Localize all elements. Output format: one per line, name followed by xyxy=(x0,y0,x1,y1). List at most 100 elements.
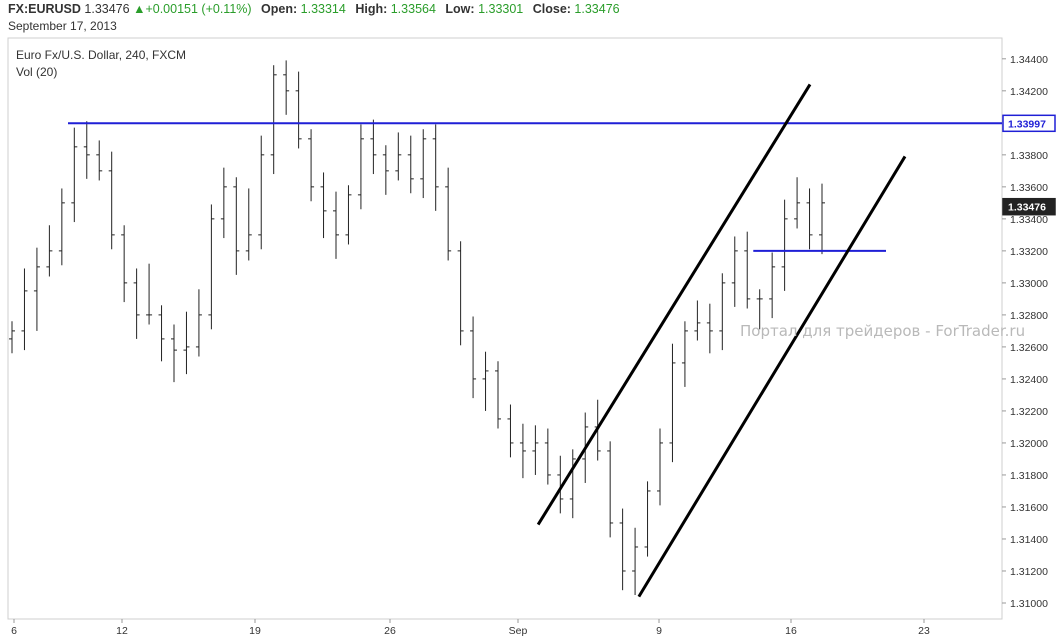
plot-frame xyxy=(7,37,1003,620)
high-value: 1.33564 xyxy=(390,2,436,16)
level-price-tag: 1.33997 xyxy=(1002,114,1056,133)
ohlc-bar xyxy=(133,268,140,339)
high-label: High: xyxy=(355,2,388,16)
ohlc-bar xyxy=(694,300,701,341)
price-tag-label: 1.33476 xyxy=(1008,202,1046,214)
open-value: 1.33314 xyxy=(300,2,346,16)
y-tick-label: 1.32800 xyxy=(1010,310,1048,322)
volume-indicator-label: Vol (20) xyxy=(16,65,57,79)
ohlc-bar xyxy=(283,60,290,115)
symbol-header: FX:EURUSD 1.33476 ▲+0.00151 (+0.11%) Ope… xyxy=(8,2,620,16)
ohlc-bar xyxy=(507,404,514,458)
x-tick-label: 12 xyxy=(116,625,128,637)
y-tick-label: 1.31600 xyxy=(1010,502,1048,514)
price-change: +0.00151 (+0.11%) xyxy=(145,2,252,16)
ohlc-bar xyxy=(208,204,215,330)
y-tick-label: 1.32400 xyxy=(1010,374,1048,386)
ohlc-bar xyxy=(731,236,738,307)
ohlc-bar xyxy=(457,241,464,346)
ohlc-bar xyxy=(445,167,452,261)
last-price-tag: 1.33476 xyxy=(1002,197,1056,216)
ohlc-bar xyxy=(121,225,128,303)
drawing-overlays[interactable] xyxy=(68,83,1002,598)
ohlc-bar xyxy=(245,188,252,261)
y-tick-label: 1.31400 xyxy=(1010,534,1048,546)
ohlc-bar xyxy=(706,303,713,354)
close-label: Close: xyxy=(532,2,571,16)
ohlc-bar xyxy=(270,65,277,175)
ohlc-bar xyxy=(158,305,165,362)
y-tick-label: 1.33200 xyxy=(1010,246,1048,258)
ohlc-bar xyxy=(395,132,402,181)
ohlc-bar xyxy=(756,289,763,330)
low-label: Low: xyxy=(445,2,475,16)
x-tick-label: 16 xyxy=(785,625,797,637)
ohlc-bar xyxy=(345,185,352,245)
ohlc-bar xyxy=(21,268,28,351)
ohlc-bar xyxy=(569,449,576,519)
price-tag-label: 1.33997 xyxy=(1008,118,1046,130)
x-tick-label: 6 xyxy=(11,625,17,637)
ohlc-bar xyxy=(308,129,315,202)
channel-trend-line[interactable] xyxy=(536,83,812,526)
chart-title: Euro Fx/U.S. Dollar, 240, FXCM xyxy=(16,48,186,62)
ohlc-bar xyxy=(420,129,427,199)
ohlc-bar xyxy=(357,124,364,210)
time-axis[interactable]: 6 12 19 26 Sep 9 16 23 xyxy=(11,619,930,637)
ohlc-bar xyxy=(108,151,115,250)
ohlc-bar xyxy=(519,423,526,479)
ohlc-bar xyxy=(333,191,339,259)
y-tick-label: 1.31800 xyxy=(1010,470,1048,482)
y-tick-label: 1.33800 xyxy=(1010,150,1048,162)
y-tick-label: 1.32000 xyxy=(1010,438,1048,450)
ohlc-bar xyxy=(233,177,240,275)
ohlc-bar xyxy=(644,481,651,557)
y-tick-label: 1.33600 xyxy=(1010,182,1048,194)
chart-date: September 17, 2013 xyxy=(8,19,117,33)
ohlc-bar xyxy=(146,263,153,325)
ohlc-bar xyxy=(96,140,103,181)
ohlc-bar xyxy=(382,145,389,195)
y-tick-label: 1.31000 xyxy=(1010,598,1048,610)
ohlc-bar xyxy=(495,361,501,429)
ohlc-bar xyxy=(744,231,751,309)
ohlc-bar xyxy=(370,119,377,175)
x-tick-label: 19 xyxy=(249,625,261,637)
ohlc-bar xyxy=(220,167,227,239)
ohlc-bar xyxy=(794,177,801,229)
price-axis[interactable]: 1.34400 1.34200 1.33800 1.33600 1.33400 1.332… xyxy=(1002,54,1048,610)
ohlc-bar xyxy=(33,247,40,331)
ohlc-bar xyxy=(470,316,477,399)
close-value: 1.33476 xyxy=(574,2,620,16)
price-bars xyxy=(9,60,825,595)
y-tick-label: 1.33000 xyxy=(1010,278,1048,290)
ohlc-bar xyxy=(532,425,539,475)
ohlc-bar xyxy=(46,225,53,277)
ohlc-bar xyxy=(482,351,489,411)
y-tick-label: 1.32200 xyxy=(1010,406,1048,418)
price-tags: 1.33997 1.33476 xyxy=(1002,114,1056,216)
ohlc-bar xyxy=(632,527,639,595)
channel-trend-line[interactable] xyxy=(637,155,907,598)
ohlc-bar xyxy=(557,455,564,514)
ohlc-bar xyxy=(71,127,78,223)
open-label: Open: xyxy=(261,2,298,16)
watermark-text: Портал для трейдеров - ForTrader.ru xyxy=(740,322,1025,340)
y-tick-label: 1.33400 xyxy=(1010,214,1048,226)
ohlc-bar xyxy=(619,508,626,591)
ohlc-bar xyxy=(171,324,177,383)
ohlc-bar xyxy=(544,428,551,485)
y-tick-label: 1.31200 xyxy=(1010,566,1048,578)
ohlc-bar xyxy=(681,321,688,387)
y-tick-label: 1.34200 xyxy=(1010,86,1048,98)
ohlc-bar xyxy=(669,343,676,463)
x-tick-label: 23 xyxy=(918,625,930,637)
x-tick-label: 26 xyxy=(384,625,396,637)
ohlc-bar xyxy=(407,135,414,194)
ohlc-bar xyxy=(719,273,726,351)
x-tick-label: Sep xyxy=(509,625,528,637)
low-value: 1.33301 xyxy=(478,2,524,16)
x-tick-label: 9 xyxy=(656,625,662,637)
ohlc-bar xyxy=(295,71,302,149)
